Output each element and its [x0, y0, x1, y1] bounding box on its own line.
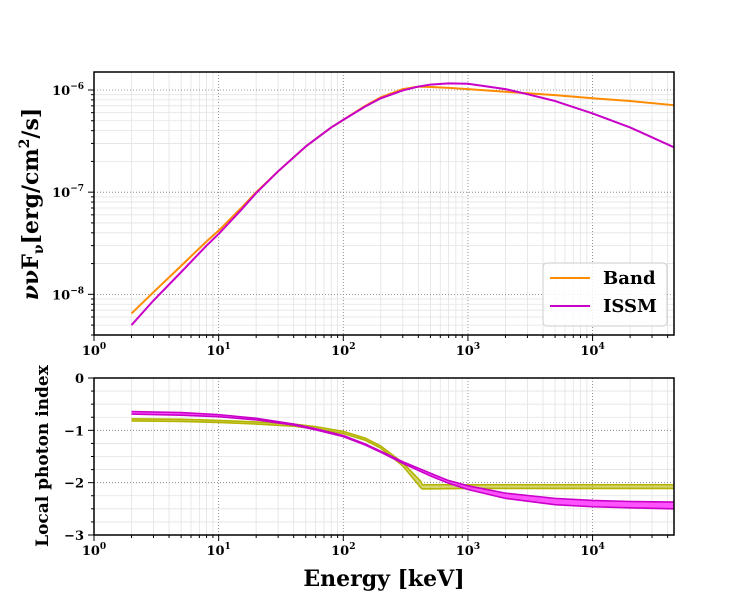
bottom-grid: [93, 377, 674, 536]
bottom-x-axis-title: Energy [keV]: [303, 566, 464, 592]
bottom-x-tick-label: 103: [456, 542, 480, 559]
bottom-y-tick-label: −3: [64, 529, 84, 544]
top-y-tick-label: 10−7: [52, 184, 84, 201]
top-axes-frame: [93, 71, 675, 336]
top-series-issm-line: [130, 82, 675, 326]
legend-label-band: Band: [603, 268, 656, 289]
bottom-lower-issm-line: [131, 413, 675, 510]
bottom-x-tick-labels: 100 101 102 103 104: [82, 542, 605, 559]
top-series: [130, 82, 675, 326]
top-y-tick-labels: 10−8 10−7 10−6: [52, 82, 84, 303]
top-x-tick-labels: 100 101 102 103 104: [82, 342, 605, 359]
bottom-y-tick-label: 0: [75, 372, 84, 387]
top-x-tick-label: 101: [206, 342, 230, 359]
bottom-x-tick-label: 100: [82, 542, 106, 559]
bottom-x-tick-label: 102: [331, 542, 355, 559]
top-x-tick-label: 100: [82, 342, 106, 359]
top-x-tick-label: 104: [580, 342, 604, 359]
bottom-x-tick-label: 104: [580, 542, 604, 559]
top-panel: 100 101 102 103 104 10−8 10−7 10−6 ννFν[erg/cm…: [17, 71, 675, 359]
legend-label-issm: ISSM: [603, 296, 657, 317]
bottom-panel: 100 101 102 103 104 0 −1 −2 −3 Local photon ind…: [33, 364, 675, 592]
top-y-axis-title: ννFν[erg/cm2/s]: [17, 108, 47, 301]
top-x-tick-label: 103: [456, 342, 480, 359]
bottom-lower-band-line: [131, 420, 674, 490]
bottom-series: [131, 410, 675, 510]
bottom-upper-issm-line: [131, 410, 675, 503]
top-x-tick-label: 102: [331, 342, 355, 359]
bottom-y-tick-label: −1: [64, 424, 84, 439]
bottom-x-tick-label: 101: [206, 542, 230, 559]
top-ticks: [88, 89, 669, 341]
bottom-y-axis-title: Local photon index: [33, 364, 53, 547]
top-y-tick-label: 10−6: [52, 82, 84, 99]
legend: Band ISSM: [542, 262, 668, 327]
bottom-y-tick-label: −2: [64, 477, 84, 492]
bottom-ticks: [88, 377, 669, 541]
bottom-y-tick-labels: 0 −1 −2 −3: [64, 372, 84, 544]
top-y-tick-label: 10−8: [52, 286, 84, 303]
